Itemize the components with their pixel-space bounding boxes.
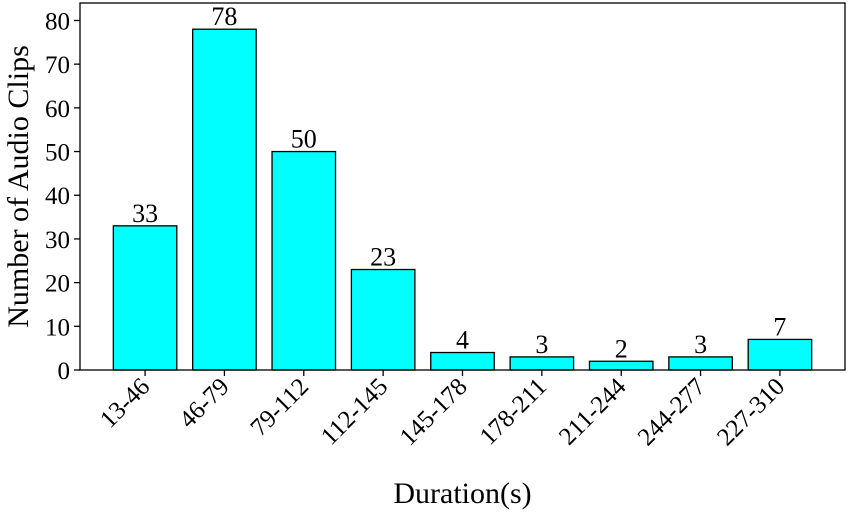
bar-value-label: 2 <box>615 334 628 363</box>
bar-value-label: 3 <box>694 330 707 359</box>
y-tick-label: 40 <box>45 183 70 210</box>
bar-value-label: 78 <box>211 2 237 31</box>
bar-value-label: 7 <box>773 312 786 341</box>
y-tick-label: 60 <box>45 96 70 123</box>
bar-46-79 <box>192 28 257 371</box>
bar-145-178 <box>430 351 495 371</box>
x-tick-label: 112-145 <box>316 373 393 450</box>
x-tick-label: 178-211 <box>475 373 552 450</box>
bar-13-46 <box>112 225 178 371</box>
x-tick-label: 79-112 <box>246 373 315 442</box>
x-tick-label: 244-277 <box>633 373 711 451</box>
y-axis-label: Number of Audio Clips <box>2 45 35 328</box>
y-tick-label: 0 <box>58 358 71 385</box>
y-axis: 0 10 20 30 40 50 60 70 80 <box>45 8 80 385</box>
bar-value-label: 23 <box>370 243 396 272</box>
y-tick-label: 80 <box>45 8 70 35</box>
bar-value-label: 33 <box>132 199 158 228</box>
y-tick-label: 20 <box>45 271 70 298</box>
bar-value-label: 4 <box>456 326 469 355</box>
bar-112-145 <box>350 268 416 371</box>
bars-group <box>112 28 813 371</box>
x-tick-label: 227-310 <box>712 373 790 451</box>
x-tick-label: 145-178 <box>395 373 473 451</box>
y-tick-label: 30 <box>45 227 70 254</box>
x-axis: 13-46 46-79 79-112 112-145 145-178 178-211 211… <box>95 370 790 451</box>
bar-value-label: 50 <box>291 125 317 154</box>
x-axis-label: Duration(s) <box>393 477 531 510</box>
bar-79-112 <box>271 150 337 371</box>
y-tick-label: 10 <box>45 314 70 341</box>
x-tick-label: 211-244 <box>554 373 632 451</box>
bar-value-label: 3 <box>535 330 548 359</box>
y-tick-label: 70 <box>45 52 70 79</box>
x-tick-label: 13-46 <box>95 373 155 433</box>
x-tick-label: 46-79 <box>174 373 234 433</box>
bar-227-310 <box>747 338 813 371</box>
y-tick-label: 50 <box>45 140 70 167</box>
